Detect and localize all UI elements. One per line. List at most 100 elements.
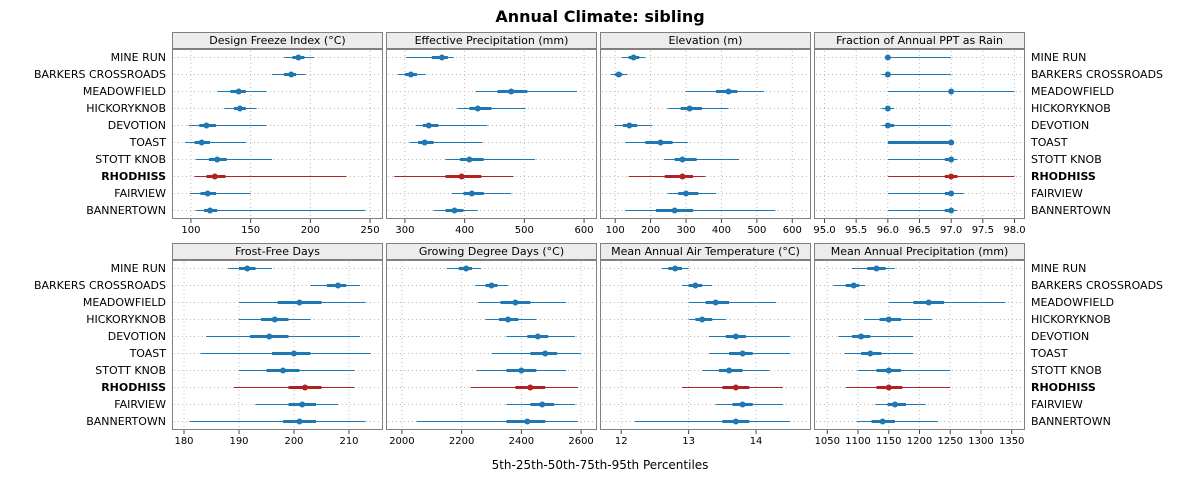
- station-label: RHODHISS: [101, 170, 166, 183]
- median-dot: [295, 54, 302, 61]
- station-series: [416, 418, 579, 425]
- station-series: [681, 282, 713, 289]
- tick-label: 200: [641, 225, 660, 236]
- station-series: [394, 173, 514, 180]
- median-dot: [451, 207, 458, 214]
- station-label: BARKERS CROSSROADS: [1031, 279, 1163, 292]
- median-dot: [867, 350, 874, 357]
- panel: Effective Precipitation (mm) 300 400 500 600: [386, 32, 597, 241]
- station-series: [239, 316, 311, 323]
- median-dot: [885, 367, 892, 374]
- station-series: [667, 105, 729, 112]
- tick-label: 97.5: [972, 225, 994, 236]
- tick-label: 2400: [509, 436, 534, 447]
- median-dot: [671, 207, 678, 214]
- station-series: [195, 207, 366, 214]
- median-dot: [686, 105, 693, 112]
- panel-plot: 95.0 95.5 96.0 96.5 97.0 97.5 98.0: [813, 49, 1026, 236]
- median-dot: [468, 190, 475, 197]
- station-series: [457, 105, 526, 112]
- chart-title: Annual Climate: sibling: [495, 7, 705, 26]
- tick-label: 14: [750, 436, 763, 447]
- station-series: [228, 265, 272, 272]
- median-dot: [463, 265, 470, 272]
- median-dot: [948, 173, 955, 180]
- panel-border: [172, 49, 383, 219]
- station-series: [685, 88, 764, 95]
- median-dot: [884, 54, 891, 61]
- tick-label: 100: [181, 225, 200, 236]
- median-dot: [725, 88, 732, 95]
- station-series: [224, 105, 257, 112]
- median-dot: [699, 316, 706, 323]
- station-label: BANNERTOWN: [86, 415, 166, 428]
- station-series: [451, 190, 512, 197]
- median-dot: [488, 282, 495, 289]
- median-dot: [280, 367, 286, 374]
- tick-label: 97.0: [940, 225, 962, 236]
- panel-title: Elevation (m): [600, 32, 811, 49]
- station-series: [239, 367, 355, 374]
- station-series: [667, 190, 717, 197]
- station-series: [661, 265, 689, 272]
- station-series: [708, 350, 790, 357]
- median-dot: [739, 401, 746, 408]
- panel: Design Freeze Index (°C) 100 150 200 250: [172, 32, 383, 241]
- median-dot: [204, 190, 211, 197]
- median-dot: [948, 207, 955, 214]
- station-series: [194, 173, 347, 180]
- median-dot: [884, 122, 891, 129]
- station-label: TOAST: [129, 136, 167, 149]
- median-dot: [732, 333, 739, 340]
- station-series: [833, 282, 866, 289]
- panel-plot: 300 400 500 600: [386, 49, 597, 236]
- station-series: [184, 139, 246, 146]
- tick-label: 210: [339, 436, 358, 447]
- station-series: [884, 54, 952, 61]
- station-label: HICKORYKNOB: [86, 102, 166, 115]
- station-series: [887, 156, 958, 163]
- station-series: [189, 190, 251, 197]
- station-series: [864, 316, 932, 323]
- tick-label: 1150: [876, 436, 901, 447]
- station-series: [887, 173, 1015, 180]
- tick-label: 200: [284, 436, 303, 447]
- station-series: [887, 139, 955, 146]
- median-dot: [626, 122, 633, 129]
- station-series: [506, 333, 576, 340]
- median-dot: [873, 265, 880, 272]
- panel-title: Design Freeze Index (°C): [172, 32, 383, 49]
- tick-label: 600: [575, 225, 594, 236]
- station-label: DEVOTION: [108, 330, 166, 343]
- station-label: FAIRVIEW: [114, 398, 166, 411]
- station-label: RHODHISS: [101, 381, 166, 394]
- tick-label: 1250: [938, 436, 963, 447]
- median-dot: [518, 367, 525, 374]
- median-dot: [524, 418, 531, 425]
- station-series: [415, 122, 488, 129]
- station-series: [195, 156, 273, 163]
- left-station-labels: MINE RUN BARKERS CROSSROADS MEADOWFIELD HIC…: [34, 262, 166, 428]
- median-dot: [266, 333, 273, 340]
- station-series: [838, 333, 914, 340]
- median-dot: [425, 122, 432, 129]
- station-series: [875, 401, 926, 408]
- panels-container: Design Freeze Index (°C) 100 150 200 250 Effe…: [172, 32, 1026, 241]
- station-series: [409, 139, 483, 146]
- median-dot: [198, 139, 205, 146]
- panel-plot: 1050 1100 1150 1200 1250 1300 1350: [814, 260, 1025, 447]
- tick-label: 1100: [845, 436, 870, 447]
- station-series: [881, 122, 952, 129]
- median-dot: [948, 88, 955, 95]
- panel-plot: 12 13 14: [600, 260, 811, 447]
- station-series: [478, 299, 567, 306]
- station-series: [664, 156, 740, 163]
- station-label: HICKORYKNOB: [1031, 313, 1111, 326]
- median-dot: [207, 207, 214, 214]
- station-series: [406, 54, 454, 61]
- median-dot: [850, 282, 857, 289]
- station-label: MINE RUN: [111, 262, 166, 275]
- station-series: [506, 401, 576, 408]
- station-label: BANNERTOWN: [1031, 415, 1111, 428]
- station-series: [446, 265, 482, 272]
